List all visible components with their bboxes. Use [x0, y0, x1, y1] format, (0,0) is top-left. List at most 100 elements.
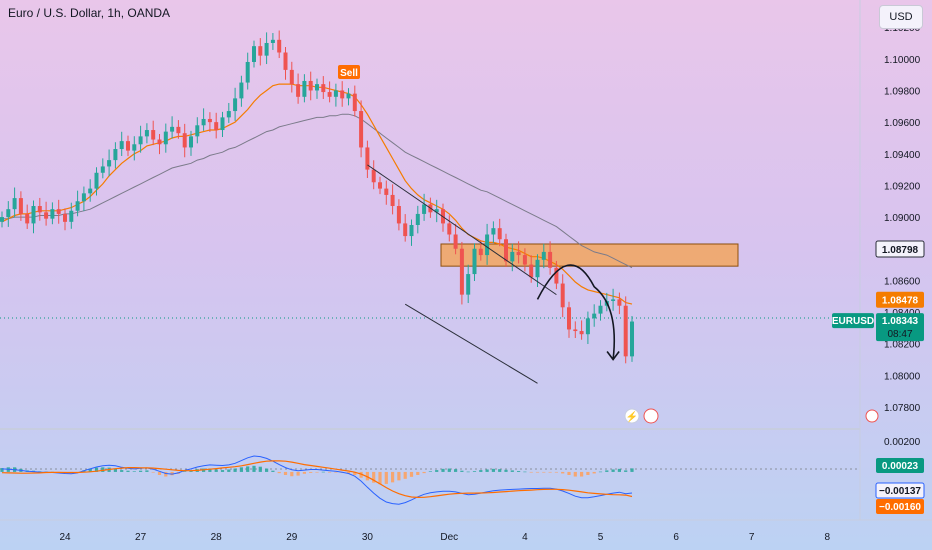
candle — [585, 311, 590, 345]
macd-histogram-bar — [624, 470, 628, 472]
candle — [384, 180, 389, 205]
candle-body — [340, 90, 345, 99]
macd-histogram-bar — [145, 470, 149, 472]
macd-histogram-bar — [542, 471, 546, 473]
price-tick-label: 1.08200 — [884, 340, 921, 351]
signal-value-tag-box — [876, 499, 924, 514]
time-tick-label: 6 — [673, 532, 679, 543]
candle — [371, 160, 376, 190]
macd-histogram-bar — [315, 471, 319, 473]
candle — [182, 123, 187, 158]
pane-separator[interactable] — [0, 428, 860, 430]
candle — [409, 219, 414, 246]
candle — [56, 199, 61, 224]
time-tick-label: 5 — [598, 532, 604, 543]
macd-histogram-bar — [227, 469, 231, 472]
candle-body — [598, 305, 603, 314]
candle-body — [56, 209, 61, 214]
candle — [277, 30, 282, 59]
projection-arrow[interactable] — [536, 264, 616, 360]
candle-body — [6, 209, 11, 218]
macd-histogram-bar — [296, 471, 300, 476]
macd-histogram-bar — [617, 468, 621, 472]
macd-histogram-bar — [283, 471, 288, 475]
candle-body — [107, 160, 112, 167]
candle — [170, 116, 175, 139]
candle — [44, 201, 49, 226]
macd-histogram-bar — [346, 471, 351, 474]
flag-event-icon[interactable] — [865, 409, 879, 423]
candle-body — [94, 172, 99, 189]
candle — [623, 296, 628, 364]
candle-body — [352, 93, 357, 112]
candle — [522, 248, 527, 272]
candle — [31, 200, 36, 234]
candle — [132, 136, 137, 161]
candle-body — [12, 198, 17, 210]
candle — [415, 205, 420, 234]
lightning-event-icon[interactable] — [624, 408, 640, 424]
candle — [541, 243, 546, 269]
candle — [94, 167, 99, 196]
candle-body — [630, 321, 634, 357]
lightning-glyph: ⚡ — [626, 410, 638, 423]
slow-moving-average — [2, 113, 633, 269]
candle — [144, 123, 149, 144]
candle — [434, 199, 439, 223]
candle — [233, 87, 238, 121]
candle — [6, 201, 11, 227]
macd-histogram-bar — [567, 471, 571, 475]
candle — [478, 240, 483, 261]
candle — [396, 199, 401, 231]
histogram-value-tag-box — [876, 458, 924, 473]
macd-histogram-bar — [397, 471, 401, 481]
candle-body — [201, 118, 206, 126]
candle — [126, 135, 130, 157]
macd-histogram-bar — [441, 468, 445, 472]
candle-body — [396, 206, 401, 224]
flag-event-icon[interactable] — [643, 408, 659, 424]
macd-histogram-bar — [561, 471, 565, 474]
candle-body — [245, 61, 250, 83]
candle-body — [37, 206, 42, 213]
candle — [302, 74, 307, 103]
candle-body — [415, 213, 420, 225]
channel-lower-line[interactable] — [404, 303, 538, 384]
candle-body — [226, 111, 231, 118]
macd-histogram-bar — [378, 471, 382, 485]
candle — [459, 241, 464, 305]
candle-body — [44, 212, 49, 219]
macd-histogram-bar — [126, 470, 130, 472]
last-price-tag-box[interactable] — [876, 313, 924, 342]
macd-histogram-bar — [422, 471, 426, 474]
candle — [37, 197, 42, 221]
macd-histogram-bar — [157, 471, 162, 475]
candle-body — [403, 223, 408, 237]
candle — [567, 301, 571, 338]
macd-value-tag: −0.00137 — [879, 486, 921, 497]
candle-body — [214, 122, 219, 131]
macd-histogram-bar — [586, 471, 590, 475]
macd-histogram-bar — [510, 470, 514, 472]
candle-body — [195, 125, 200, 137]
macd-histogram-bar — [183, 471, 187, 472]
candle-body — [485, 234, 490, 256]
bar-countdown: 08:47 — [887, 329, 912, 340]
candle — [466, 264, 471, 304]
macd-histogram-bar — [435, 470, 439, 472]
macd-histogram-bar — [290, 471, 294, 477]
channel-upper-line[interactable] — [367, 164, 557, 296]
currency-button[interactable]: USD — [879, 5, 923, 29]
macd-histogram-bar — [359, 471, 363, 478]
candle — [195, 117, 200, 144]
candle-body — [321, 84, 326, 93]
candle — [321, 76, 326, 100]
macd-histogram-bar — [454, 469, 458, 472]
ma-price-tag-box — [876, 291, 924, 308]
price-tick-label: 1.09200 — [884, 181, 921, 192]
candle-body — [371, 169, 376, 183]
candle-body — [346, 93, 351, 99]
candle-body — [560, 283, 565, 308]
candle — [264, 32, 269, 65]
